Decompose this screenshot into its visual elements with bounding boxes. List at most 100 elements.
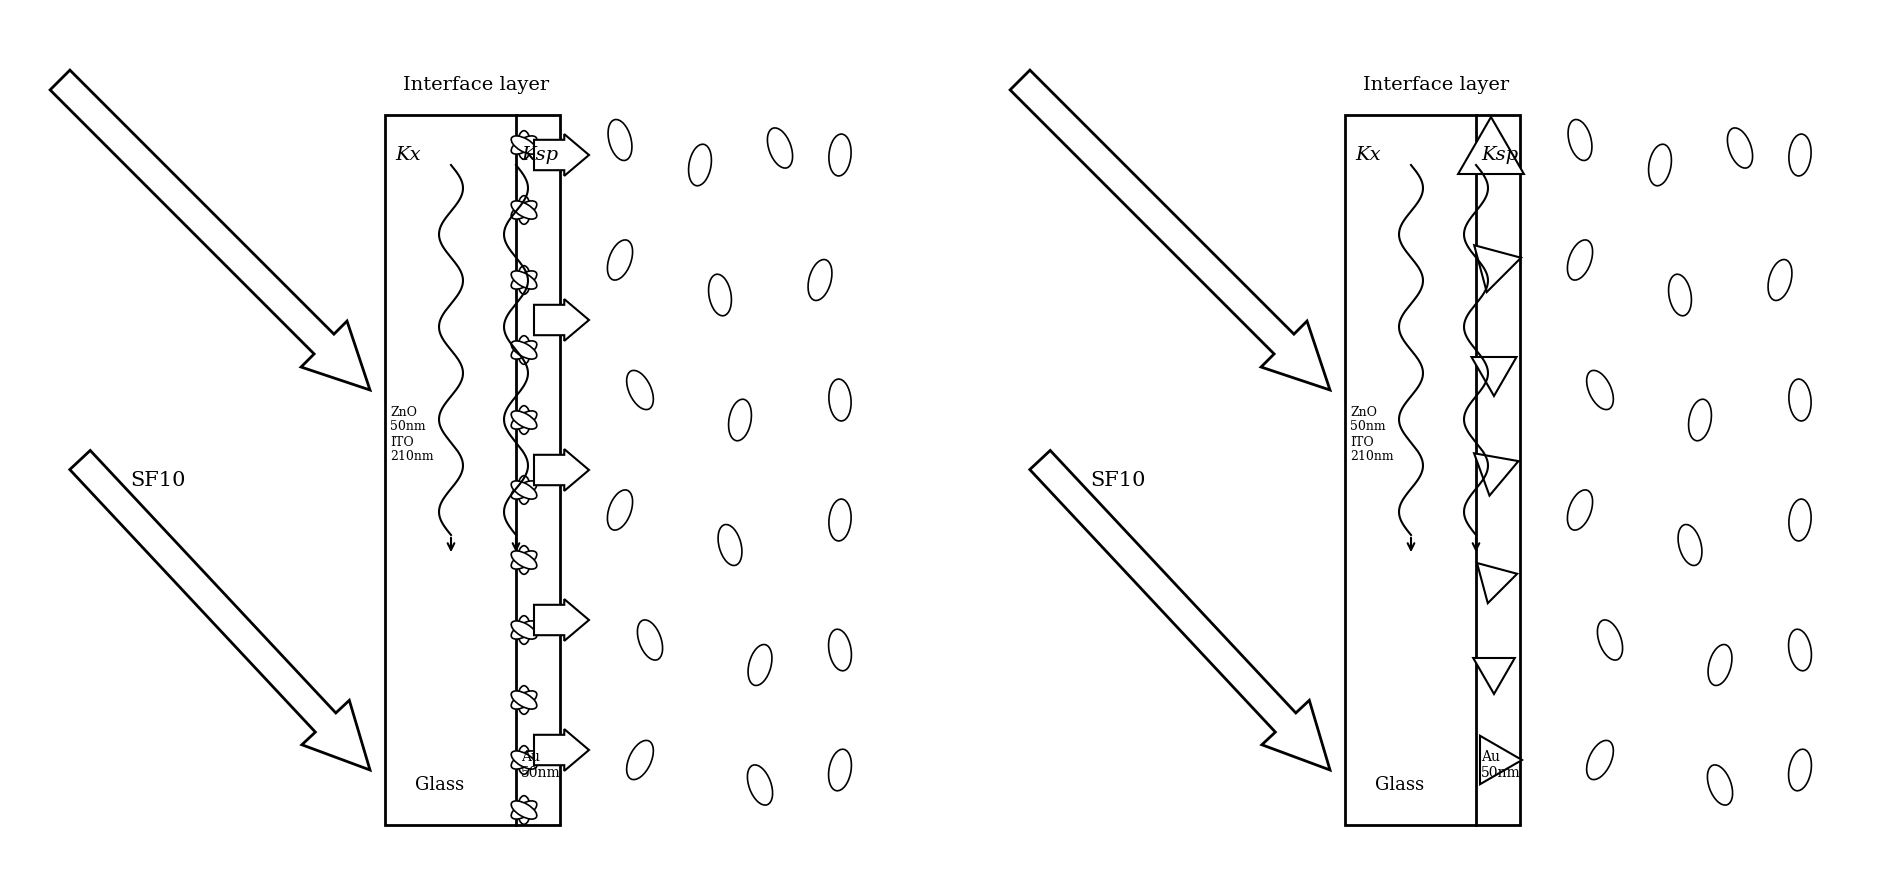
Ellipse shape [709, 274, 732, 316]
Polygon shape [535, 449, 590, 491]
Text: SF10: SF10 [1090, 470, 1145, 490]
Text: Ksp: Ksp [1481, 146, 1519, 164]
Polygon shape [1473, 453, 1519, 496]
Polygon shape [1473, 658, 1515, 694]
Ellipse shape [1727, 128, 1752, 168]
Polygon shape [49, 70, 370, 390]
Ellipse shape [829, 750, 851, 791]
Ellipse shape [1568, 240, 1593, 280]
Ellipse shape [1788, 629, 1811, 671]
Ellipse shape [808, 260, 832, 301]
Ellipse shape [1689, 400, 1712, 441]
Ellipse shape [1769, 260, 1792, 301]
Ellipse shape [518, 686, 531, 714]
Ellipse shape [628, 370, 654, 409]
Ellipse shape [728, 400, 751, 441]
Ellipse shape [1708, 765, 1733, 805]
Ellipse shape [719, 524, 741, 566]
Ellipse shape [518, 195, 531, 225]
Ellipse shape [518, 336, 531, 364]
Polygon shape [535, 599, 590, 641]
Ellipse shape [747, 765, 772, 805]
Ellipse shape [512, 481, 537, 499]
Ellipse shape [749, 644, 772, 685]
Text: Kx: Kx [394, 146, 421, 164]
Polygon shape [1475, 245, 1521, 292]
Ellipse shape [829, 134, 851, 176]
Ellipse shape [1568, 490, 1593, 530]
Ellipse shape [688, 144, 711, 186]
Ellipse shape [512, 136, 537, 154]
Ellipse shape [768, 128, 793, 168]
Polygon shape [535, 134, 590, 176]
Ellipse shape [1568, 119, 1593, 161]
Text: Kx: Kx [1356, 146, 1380, 164]
Ellipse shape [512, 271, 537, 289]
Polygon shape [535, 299, 590, 341]
Ellipse shape [512, 551, 537, 569]
Text: Interface layer: Interface layer [404, 76, 550, 94]
Ellipse shape [1790, 134, 1811, 176]
Ellipse shape [518, 796, 531, 824]
Ellipse shape [512, 136, 537, 154]
Ellipse shape [1668, 274, 1691, 316]
Text: ZnO
50nm
ITO
210nm: ZnO 50nm ITO 210nm [1350, 406, 1394, 463]
Ellipse shape [518, 476, 531, 504]
Polygon shape [1011, 70, 1329, 390]
Text: Glass: Glass [1375, 776, 1424, 794]
Ellipse shape [607, 490, 633, 530]
Ellipse shape [512, 411, 537, 429]
Ellipse shape [637, 620, 662, 660]
Bar [1344, 115, 1521, 825]
Ellipse shape [518, 266, 531, 294]
Ellipse shape [607, 240, 633, 280]
Polygon shape [1458, 117, 1524, 174]
Ellipse shape [512, 481, 537, 499]
Ellipse shape [628, 741, 654, 780]
Ellipse shape [512, 801, 537, 819]
Ellipse shape [1598, 620, 1623, 660]
Polygon shape [1477, 563, 1517, 603]
Ellipse shape [829, 629, 851, 671]
Polygon shape [1481, 735, 1522, 784]
Polygon shape [535, 729, 590, 771]
Ellipse shape [1708, 644, 1731, 685]
Ellipse shape [1587, 370, 1613, 409]
Ellipse shape [512, 621, 537, 639]
Ellipse shape [512, 691, 537, 709]
Text: Au
50nm: Au 50nm [1481, 750, 1521, 780]
Ellipse shape [518, 545, 531, 575]
Ellipse shape [512, 801, 537, 819]
Text: Au
50nm: Au 50nm [521, 750, 561, 780]
Bar [385, 115, 559, 825]
Ellipse shape [512, 411, 537, 429]
Text: Ksp: Ksp [521, 146, 557, 164]
Ellipse shape [512, 201, 537, 219]
Ellipse shape [512, 201, 537, 219]
Ellipse shape [512, 691, 537, 709]
Text: ZnO
50nm
ITO
210nm: ZnO 50nm ITO 210nm [391, 406, 434, 463]
Text: SF10: SF10 [131, 470, 186, 490]
Polygon shape [1471, 357, 1517, 396]
Ellipse shape [512, 751, 537, 769]
Ellipse shape [1788, 750, 1811, 791]
Ellipse shape [1678, 524, 1703, 566]
Ellipse shape [512, 751, 537, 769]
Ellipse shape [512, 551, 537, 569]
Ellipse shape [829, 379, 851, 421]
Ellipse shape [1790, 379, 1811, 421]
Ellipse shape [512, 271, 537, 289]
Ellipse shape [518, 746, 531, 774]
Ellipse shape [518, 615, 531, 644]
Polygon shape [1030, 451, 1329, 770]
Ellipse shape [512, 341, 537, 359]
Ellipse shape [609, 119, 631, 161]
Ellipse shape [518, 131, 531, 159]
Ellipse shape [512, 621, 537, 639]
Ellipse shape [512, 341, 537, 359]
Text: Interface layer: Interface layer [1363, 76, 1509, 94]
Text: Glass: Glass [415, 776, 465, 794]
Ellipse shape [1648, 144, 1672, 186]
Ellipse shape [1790, 499, 1811, 541]
Ellipse shape [829, 499, 851, 541]
